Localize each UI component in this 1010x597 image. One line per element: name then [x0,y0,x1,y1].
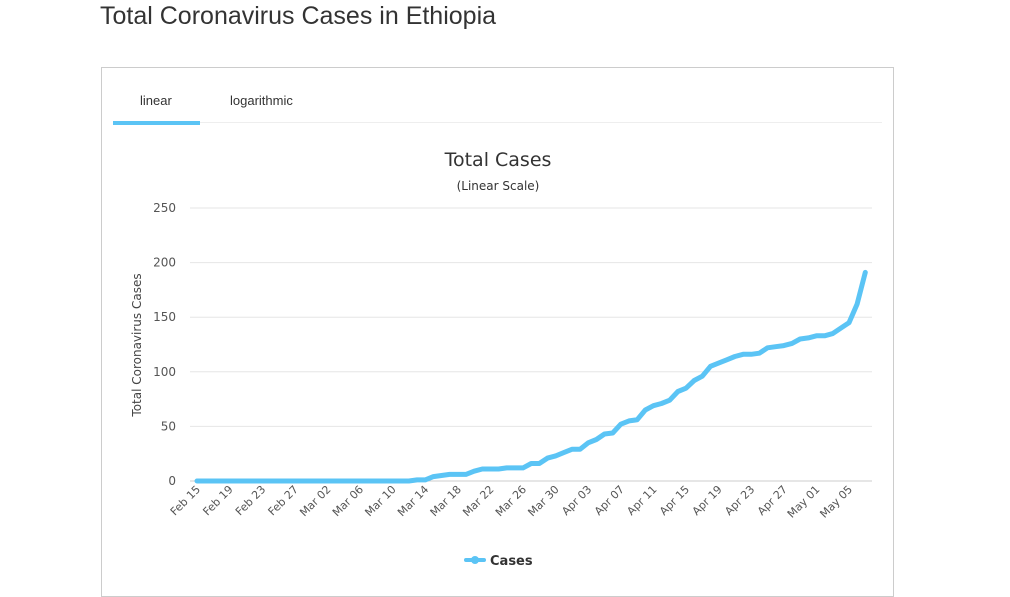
y-tick-label: 150 [153,310,176,324]
legend-item-cases[interactable]: Cases [466,554,533,569]
x-tick-label: Mar 30 [525,483,561,519]
series-line-cases [197,272,865,481]
chart: Total Cases (Linear Scale) Total Coronav… [0,0,1010,580]
y-tick-label: 250 [153,201,176,215]
y-tick-label: 50 [161,419,176,433]
y-tick-label: 0 [168,474,176,488]
chart-title: Total Cases [444,149,552,171]
x-tick-label: Apr 27 [755,483,790,518]
x-tick-label: Feb 27 [266,483,301,518]
legend-marker [471,556,479,564]
x-tick-label: Apr 11 [624,483,659,518]
x-tick-label: Apr 03 [559,483,594,518]
x-tick-label: Apr 19 [690,483,725,518]
y-tick-label: 100 [153,365,176,379]
x-tick-label: Feb 15 [168,483,203,518]
x-tick-label: Feb 23 [233,483,268,518]
x-tick-label: Feb 19 [200,483,235,518]
x-tick-label: Apr 23 [722,483,757,518]
x-tick-label: Apr 07 [592,483,627,518]
x-tick-label: Mar 26 [493,483,529,519]
x-tick-label: Mar 02 [297,483,333,519]
chart-subtitle: (Linear Scale) [457,179,540,193]
x-tick-label: Mar 18 [428,483,464,519]
x-tick-label: Mar 22 [460,483,496,519]
legend-label: Cases [490,554,533,569]
y-axis-label: Total Coronavirus Cases [130,273,144,417]
x-tick-label: Mar 10 [362,483,398,519]
x-tick-label: Mar 06 [330,483,366,519]
x-tick-label: May 05 [817,483,855,521]
x-tick-label: May 01 [785,483,823,521]
x-tick-label: Mar 14 [395,483,431,519]
y-tick-label: 200 [153,256,176,270]
x-tick-label: Apr 15 [657,483,692,518]
